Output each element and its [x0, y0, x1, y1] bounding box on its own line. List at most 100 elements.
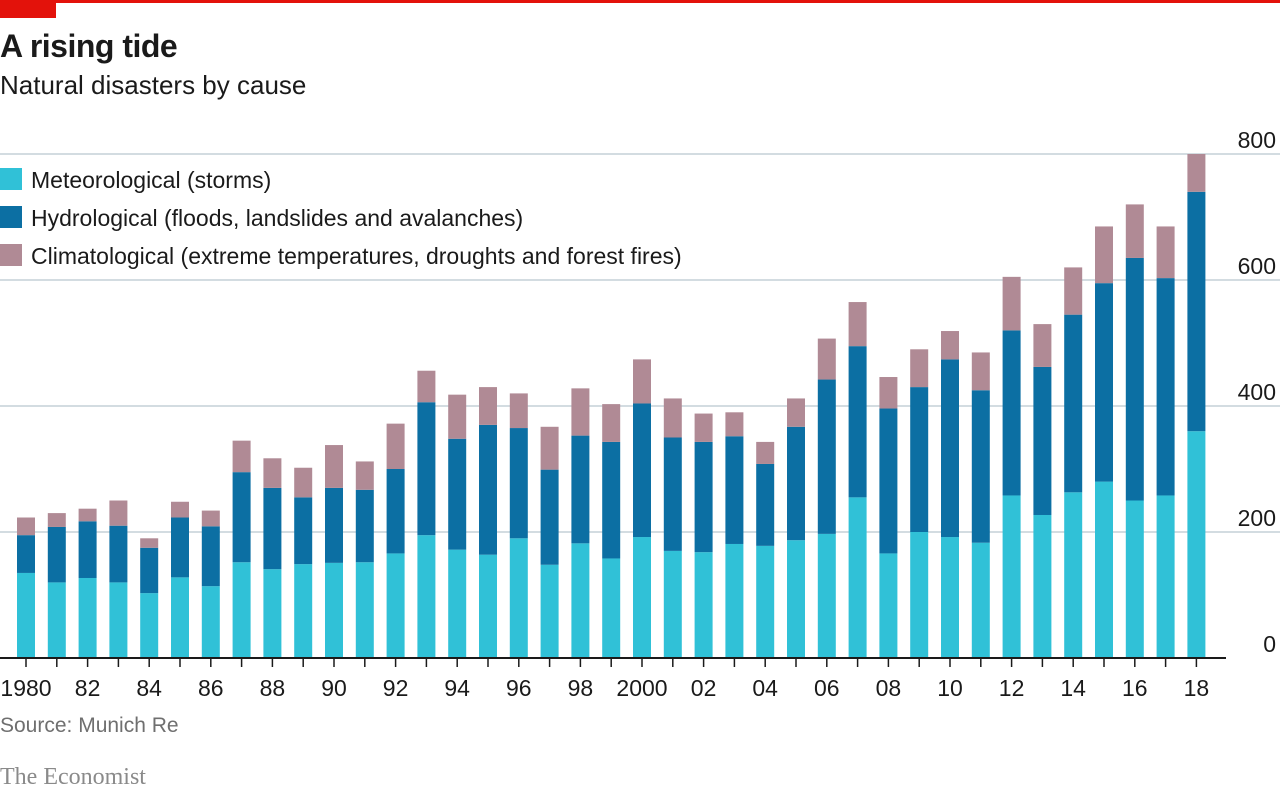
bar-climatological — [386, 423, 405, 469]
x-tick-label: 94 — [444, 675, 470, 701]
bar-meteorological — [756, 545, 775, 658]
bar-meteorological — [355, 562, 374, 658]
x-tick-label: 04 — [752, 675, 778, 701]
bar-meteorological — [725, 543, 744, 658]
bar-meteorological — [1033, 514, 1052, 658]
y-tick-label: 400 — [1238, 379, 1276, 405]
bar-climatological — [109, 500, 128, 526]
x-tick-label: 02 — [691, 675, 717, 701]
bar-hydrological — [1187, 191, 1206, 432]
x-tick-label: 90 — [321, 675, 347, 701]
bar-hydrological — [879, 408, 898, 554]
bar-meteorological — [848, 497, 867, 658]
bar-climatological — [78, 508, 97, 522]
bar-hydrological — [1156, 278, 1175, 496]
bar-hydrological — [263, 487, 282, 570]
bar-meteorological — [386, 553, 405, 658]
x-tick-label: 18 — [1184, 675, 1210, 701]
legend-swatch — [0, 206, 22, 228]
bar-hydrological — [355, 489, 374, 563]
bar-hydrological — [633, 403, 651, 538]
bar-hydrological — [509, 428, 528, 539]
x-tick-label: 86 — [198, 675, 224, 701]
bar-climatological — [232, 440, 251, 473]
bar-meteorological — [1156, 495, 1175, 658]
legend-label: Meteorological (storms) — [31, 167, 271, 193]
bar-climatological — [1002, 276, 1021, 331]
top-rule — [0, 0, 1280, 3]
bar-climatological — [1033, 324, 1052, 367]
x-tick-label: 06 — [814, 675, 840, 701]
bar-meteorological — [1064, 492, 1083, 658]
bar-meteorological — [109, 582, 128, 658]
bar-meteorological — [325, 562, 343, 658]
bar-climatological — [509, 393, 528, 429]
x-tick-label: 08 — [876, 675, 902, 701]
bar-climatological — [633, 359, 651, 404]
bar-climatological — [1125, 204, 1144, 258]
x-tick-label: 82 — [75, 675, 101, 701]
brand-tag — [0, 0, 56, 18]
bar-climatological — [910, 349, 929, 388]
bar-hydrological — [817, 379, 836, 534]
bar-meteorological — [941, 537, 959, 658]
bar-climatological — [201, 510, 220, 527]
bar-hydrological — [78, 521, 97, 578]
bar-hydrological — [201, 526, 220, 587]
bar-climatological — [17, 517, 35, 536]
bar-climatological — [941, 331, 959, 360]
bar-climatological — [1064, 267, 1083, 315]
bar-climatological — [602, 404, 621, 442]
bar-hydrological — [1064, 314, 1083, 493]
legend-label: Climatological (extreme temperatures, dr… — [31, 243, 682, 269]
bar-meteorological — [787, 540, 805, 658]
bar-climatological — [355, 461, 374, 490]
y-tick-label: 200 — [1238, 505, 1276, 531]
bar-climatological — [1187, 154, 1206, 192]
y-tick-label: 800 — [1238, 127, 1276, 153]
bar-hydrological — [1125, 257, 1144, 501]
bar-meteorological — [633, 537, 651, 658]
bar-climatological — [171, 501, 189, 518]
bar-hydrological — [1095, 283, 1113, 482]
bar-meteorological — [1125, 500, 1144, 658]
bar-hydrological — [109, 525, 128, 583]
bar-climatological — [417, 370, 436, 403]
x-tick-label: 84 — [136, 675, 162, 701]
bar-meteorological — [571, 543, 590, 658]
bar-meteorological — [1187, 431, 1206, 658]
y-tick-label: 600 — [1238, 253, 1276, 279]
bar-meteorological — [417, 535, 436, 658]
x-tick-label: 96 — [506, 675, 532, 701]
bar-climatological — [1156, 226, 1175, 279]
bar-hydrological — [787, 426, 805, 541]
bar-meteorological — [694, 552, 713, 658]
bar-meteorological — [817, 533, 836, 658]
bar-meteorological — [17, 572, 35, 658]
bar-hydrological — [17, 535, 35, 573]
bar-meteorological — [540, 564, 559, 658]
legend-swatch — [0, 168, 22, 190]
bar-hydrological — [1033, 366, 1052, 515]
stacked-bar-chart: 0 200 400 600 800 1980 82 84 86 88 90 92 94 96 98 2000 0… — [0, 127, 1280, 701]
bar-meteorological — [879, 553, 898, 658]
bar-climatological — [540, 426, 559, 470]
bar-climatological — [479, 387, 497, 425]
x-tick-label: 14 — [1060, 675, 1086, 701]
bar-hydrological — [910, 387, 929, 532]
bar-climatological — [571, 388, 590, 436]
y-tick-label: 0 — [1263, 631, 1276, 657]
x-tick-label: 98 — [568, 675, 594, 701]
bar-meteorological — [509, 538, 528, 658]
bar-hydrological — [386, 469, 405, 554]
bar-hydrological — [540, 469, 559, 565]
bar-hydrological — [571, 435, 590, 544]
bar-hydrological — [663, 437, 682, 551]
bar-hydrological — [756, 463, 775, 546]
bar-hydrological — [232, 472, 251, 563]
bar-climatological — [756, 441, 775, 464]
bar-hydrological — [725, 436, 744, 544]
bar-hydrological — [448, 438, 467, 550]
legend-swatch — [0, 244, 22, 266]
bar-meteorological — [263, 569, 282, 658]
